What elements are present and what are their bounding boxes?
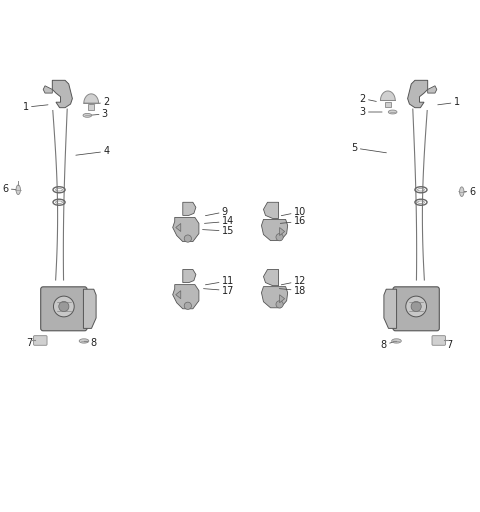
Text: 6: 6 (459, 187, 476, 197)
Polygon shape (88, 104, 95, 110)
Circle shape (184, 302, 192, 309)
Ellipse shape (392, 339, 401, 343)
Text: 3: 3 (360, 107, 382, 117)
Polygon shape (262, 220, 288, 241)
Text: 6: 6 (2, 184, 20, 194)
Text: 7: 7 (438, 340, 453, 350)
Polygon shape (428, 86, 437, 93)
Polygon shape (84, 289, 96, 328)
Text: 8: 8 (381, 340, 396, 350)
Polygon shape (176, 291, 181, 298)
Circle shape (276, 233, 283, 241)
Circle shape (406, 296, 427, 317)
Text: 2: 2 (360, 94, 376, 103)
Text: 9: 9 (205, 207, 228, 217)
Circle shape (59, 302, 69, 312)
Ellipse shape (79, 339, 89, 343)
Text: 17: 17 (204, 286, 234, 295)
Polygon shape (408, 80, 428, 108)
Polygon shape (384, 101, 391, 107)
Ellipse shape (83, 114, 92, 117)
Polygon shape (43, 86, 52, 93)
Text: 12: 12 (281, 276, 306, 286)
Text: 10: 10 (281, 207, 306, 217)
Polygon shape (279, 295, 285, 303)
Polygon shape (262, 287, 288, 308)
Circle shape (53, 296, 74, 317)
Text: 5: 5 (351, 143, 386, 153)
Text: 11: 11 (205, 276, 234, 286)
Text: 4: 4 (76, 146, 109, 156)
Polygon shape (183, 269, 196, 283)
Polygon shape (183, 202, 196, 216)
Text: 7: 7 (26, 338, 43, 348)
FancyBboxPatch shape (432, 336, 445, 345)
Polygon shape (173, 218, 199, 242)
Polygon shape (264, 202, 278, 219)
FancyBboxPatch shape (393, 287, 439, 331)
FancyBboxPatch shape (34, 336, 47, 345)
Text: 2: 2 (90, 97, 109, 108)
Circle shape (184, 235, 192, 242)
Text: 1: 1 (438, 97, 460, 108)
Polygon shape (84, 94, 98, 103)
Ellipse shape (16, 185, 20, 195)
Text: 1: 1 (23, 102, 48, 112)
Polygon shape (176, 223, 181, 231)
FancyBboxPatch shape (41, 287, 87, 331)
Polygon shape (381, 91, 395, 100)
Text: 16: 16 (280, 217, 306, 226)
Text: 3: 3 (89, 109, 108, 119)
Text: 18: 18 (279, 286, 306, 295)
Text: 15: 15 (203, 226, 234, 236)
Polygon shape (384, 289, 396, 328)
Ellipse shape (459, 187, 464, 197)
Circle shape (276, 301, 283, 308)
Text: 8: 8 (83, 338, 96, 348)
Text: 14: 14 (204, 217, 234, 226)
Circle shape (411, 302, 421, 312)
Polygon shape (173, 285, 199, 309)
Polygon shape (264, 269, 278, 286)
Polygon shape (279, 227, 285, 236)
Polygon shape (52, 80, 72, 108)
Ellipse shape (388, 110, 397, 114)
